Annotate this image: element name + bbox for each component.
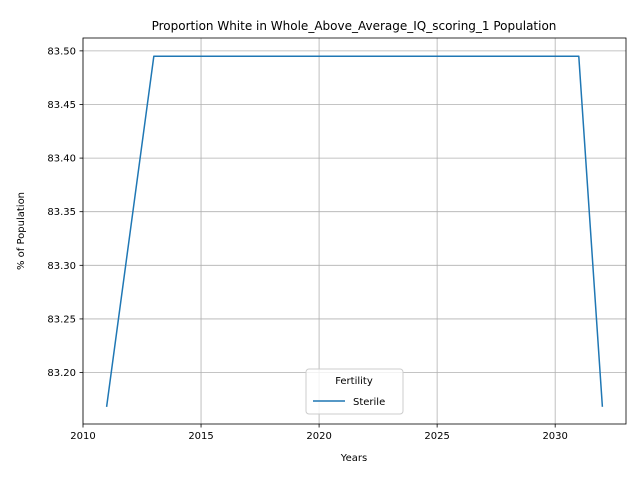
x-tick-label: 2025 [424,431,449,442]
y-tick-label: 83.45 [47,100,76,111]
y-tick-label: 83.25 [47,314,76,325]
plot-frame [82,37,627,425]
series-line-sterile [105,55,604,407]
y-tick-label: 83.40 [47,154,76,165]
y-axis-label: % of Population [16,192,27,270]
y-tick-label: 83.35 [47,207,76,218]
legend-label-sterile: Sterile [353,397,385,408]
legend-title: Fertility [335,376,373,387]
x-axis-label: Years [340,453,367,464]
legend: Fertility Sterile [305,368,404,415]
legend-box [305,368,404,415]
series-layer [105,55,604,407]
y-tick-label: 83.20 [47,368,76,379]
y-tick-label: 83.50 [47,46,76,57]
x-tick-label: 2015 [188,431,213,442]
chart-title: Proportion White in Whole_Above_Average_… [152,19,557,33]
x-tick-label: 2010 [70,431,95,442]
x-tick-label: 2020 [306,431,331,442]
grid [82,38,626,424]
x-tick-label: 2030 [542,431,567,442]
y-tick-label: 83.30 [47,261,76,272]
ticks: 2010 2015 2020 2025 2030 83.20 83.25 83.30 83.35… [47,46,568,442]
